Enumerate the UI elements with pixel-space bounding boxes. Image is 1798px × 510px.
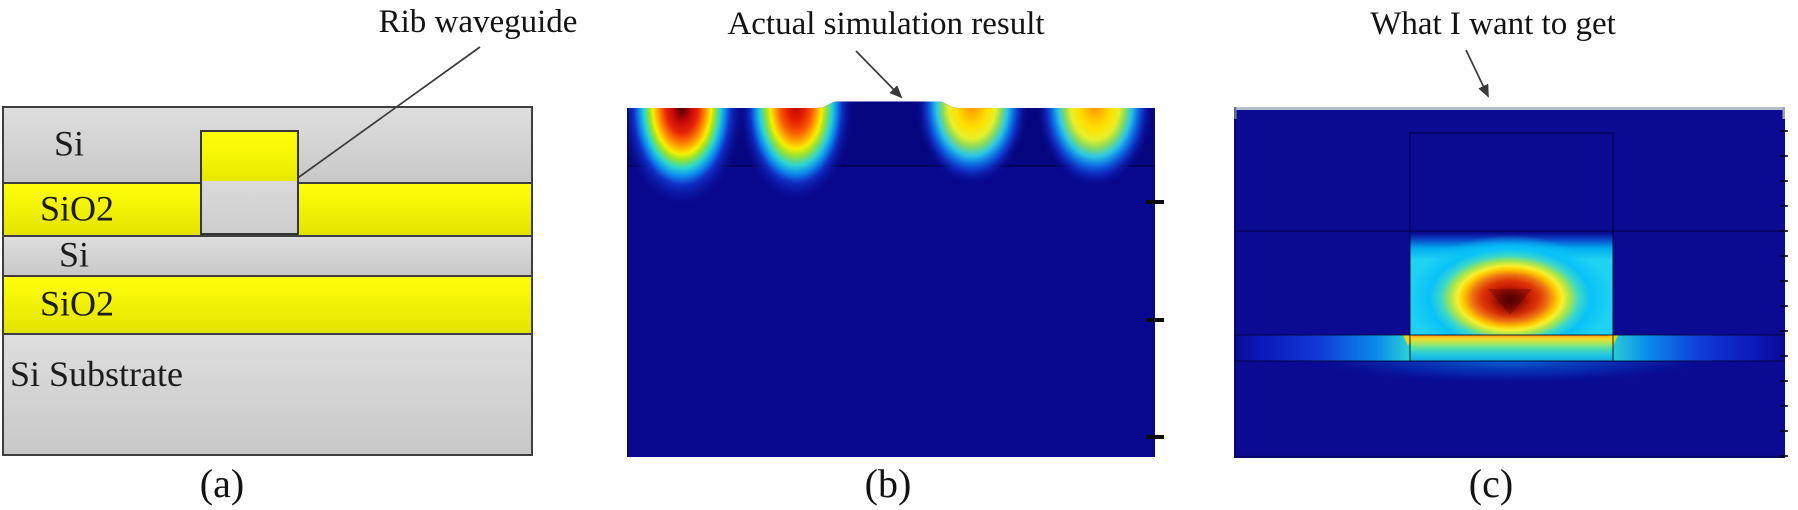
arrow-to-simulation-result	[855, 50, 903, 99]
layer-label-si-device: Si	[54, 123, 85, 164]
left-edge-line-c	[1234, 107, 1236, 458]
layer-interface-line-b	[627, 165, 1155, 167]
top-right-serif-c	[1782, 107, 1785, 119]
annotation-rib-waveguide: Rib waveguide	[378, 4, 578, 40]
annotation-actual-simulation: Actual simulation result	[727, 6, 1045, 42]
rib-waveguide-core	[200, 181, 299, 235]
layer-label-si-middle: Si	[59, 234, 90, 275]
arrow-to-desired-result	[1465, 49, 1489, 98]
simulation-plot-b	[627, 101, 1164, 457]
rib-cap-silicon	[200, 130, 299, 183]
caption-c: (c)	[1468, 461, 1514, 506]
mode-blob	[1410, 233, 1613, 335]
bottom-edge-line-c	[1234, 455, 1785, 458]
caption-a: (a)	[199, 461, 245, 506]
top-left-serif-c	[1234, 107, 1237, 119]
top-border-c	[1234, 107, 1785, 110]
layer-label-si-substrate: Si Substrate	[10, 354, 184, 394]
slab-glow-band	[1234, 335, 1785, 361]
simulation-plot-c	[1234, 107, 1788, 458]
layer-label-sio2-upper: SiO2	[40, 187, 115, 228]
axis-tick-marks-b	[1146, 200, 1164, 439]
substrate-glow	[1260, 361, 1760, 389]
layer-si-substrate: Si Substrate	[4, 333, 531, 454]
axis-tick-marks-c	[1780, 130, 1788, 457]
left-edge-line-b	[627, 108, 629, 457]
panel-a-schematic: Si SiO2 Si SiO2 Si Substrate	[2, 106, 533, 456]
layer-sio2-lower: SiO2	[4, 275, 531, 333]
structure-outlines-c	[1234, 132, 1785, 362]
annotation-what-i-want: What I want to get	[1370, 6, 1616, 42]
simulation-domain-b	[627, 101, 1155, 457]
rib-outline-sides	[1409, 133, 1614, 361]
caption-b: (b)	[864, 461, 912, 506]
layer-si-middle: Si	[4, 234, 531, 275]
layer-label-sio2-lower: SiO2	[40, 283, 115, 324]
